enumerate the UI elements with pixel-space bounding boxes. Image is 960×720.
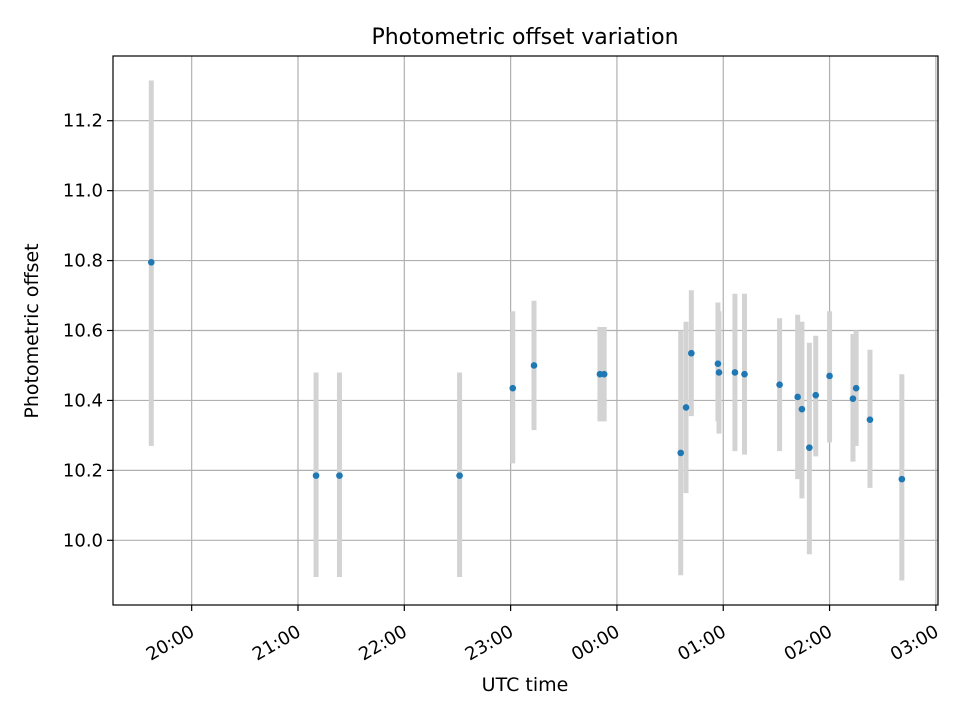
data-point xyxy=(600,370,608,378)
data-point xyxy=(509,384,517,392)
y-tick-label: 10.4 xyxy=(63,390,103,411)
y-axis-label: Photometric offset xyxy=(21,243,43,418)
data-point xyxy=(849,395,857,402)
data-point xyxy=(336,472,343,479)
y-tick-label: 11.2 xyxy=(63,111,103,132)
data-point xyxy=(776,381,783,389)
x-axis-label: UTC time xyxy=(482,674,569,696)
data-point xyxy=(852,384,860,392)
data-point xyxy=(312,472,320,479)
data-point xyxy=(714,360,722,368)
y-tick-label: 10.0 xyxy=(63,530,103,551)
data-point xyxy=(731,369,739,376)
data-point xyxy=(812,391,820,399)
y-tick-label: 10.8 xyxy=(63,251,103,272)
data-point xyxy=(898,475,906,483)
data-point xyxy=(677,449,685,457)
y-tick-label: 10.2 xyxy=(63,460,103,481)
data-point xyxy=(147,259,155,266)
y-tick-label: 10.6 xyxy=(63,321,103,342)
data-point xyxy=(688,349,695,357)
data-point xyxy=(456,472,463,479)
data-point xyxy=(682,404,690,411)
y-axis-ticks: 10.0 10.2 10.4 10.6 10.8 11.0 11.2 xyxy=(63,111,113,551)
data-point xyxy=(806,444,813,451)
data-point xyxy=(530,362,538,369)
data-point xyxy=(741,370,748,378)
y-tick-label: 11.0 xyxy=(63,181,103,202)
data-point xyxy=(794,393,801,401)
data-point xyxy=(715,369,723,376)
data-point xyxy=(798,405,806,413)
data-point xyxy=(826,372,833,380)
data-point xyxy=(866,416,874,423)
data-points xyxy=(147,259,906,483)
chart-title: Photometric offset variation xyxy=(371,25,678,50)
